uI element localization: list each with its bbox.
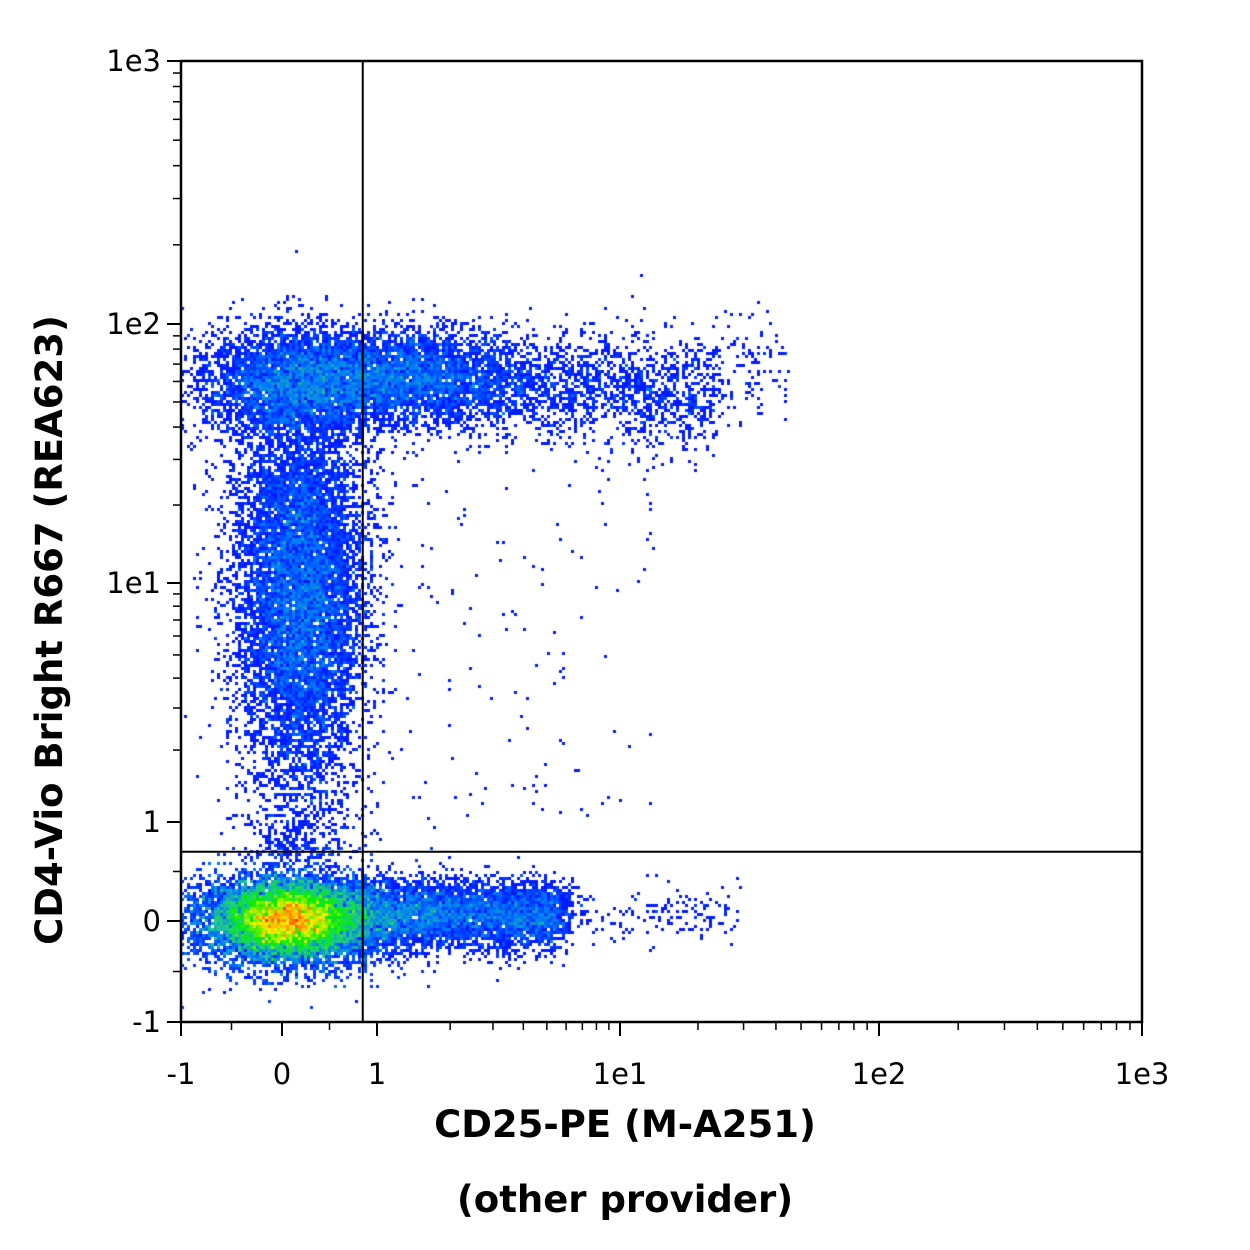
y-tick-label: 1e1 <box>106 566 161 600</box>
x-tick-label: 1 <box>368 1057 386 1091</box>
x-tick-label: 1e2 <box>852 1057 907 1091</box>
density-image <box>181 61 1142 1022</box>
x-tick-label: 0 <box>273 1057 291 1091</box>
plot-frame <box>179 59 1144 1024</box>
x-axis-title-line2: (other provider) <box>457 1178 793 1221</box>
y-tick-label: 1e2 <box>106 307 161 341</box>
y-tick-label: -1 <box>132 1005 161 1039</box>
y-axis: -1 0 1 1e1 1e2 1e3 <box>106 44 181 1039</box>
x-axis-title: CD25-PE (M-A251) <box>434 1103 816 1146</box>
y-tick-label: 0 <box>143 904 161 938</box>
x-tick-label: -1 <box>167 1057 196 1091</box>
x-tick-label: 1e1 <box>593 1057 648 1091</box>
y-axis-title: CD4-Vio Bright R667 (REA623) <box>28 315 71 945</box>
x-axis: -1 0 1 1e1 1e2 1e3 <box>167 1022 1170 1091</box>
y-tick-label: 1e3 <box>106 44 161 78</box>
x-tick-label: 1e3 <box>1115 1057 1170 1091</box>
density-plot <box>181 61 1142 1022</box>
y-tick-label: 1 <box>143 805 161 839</box>
